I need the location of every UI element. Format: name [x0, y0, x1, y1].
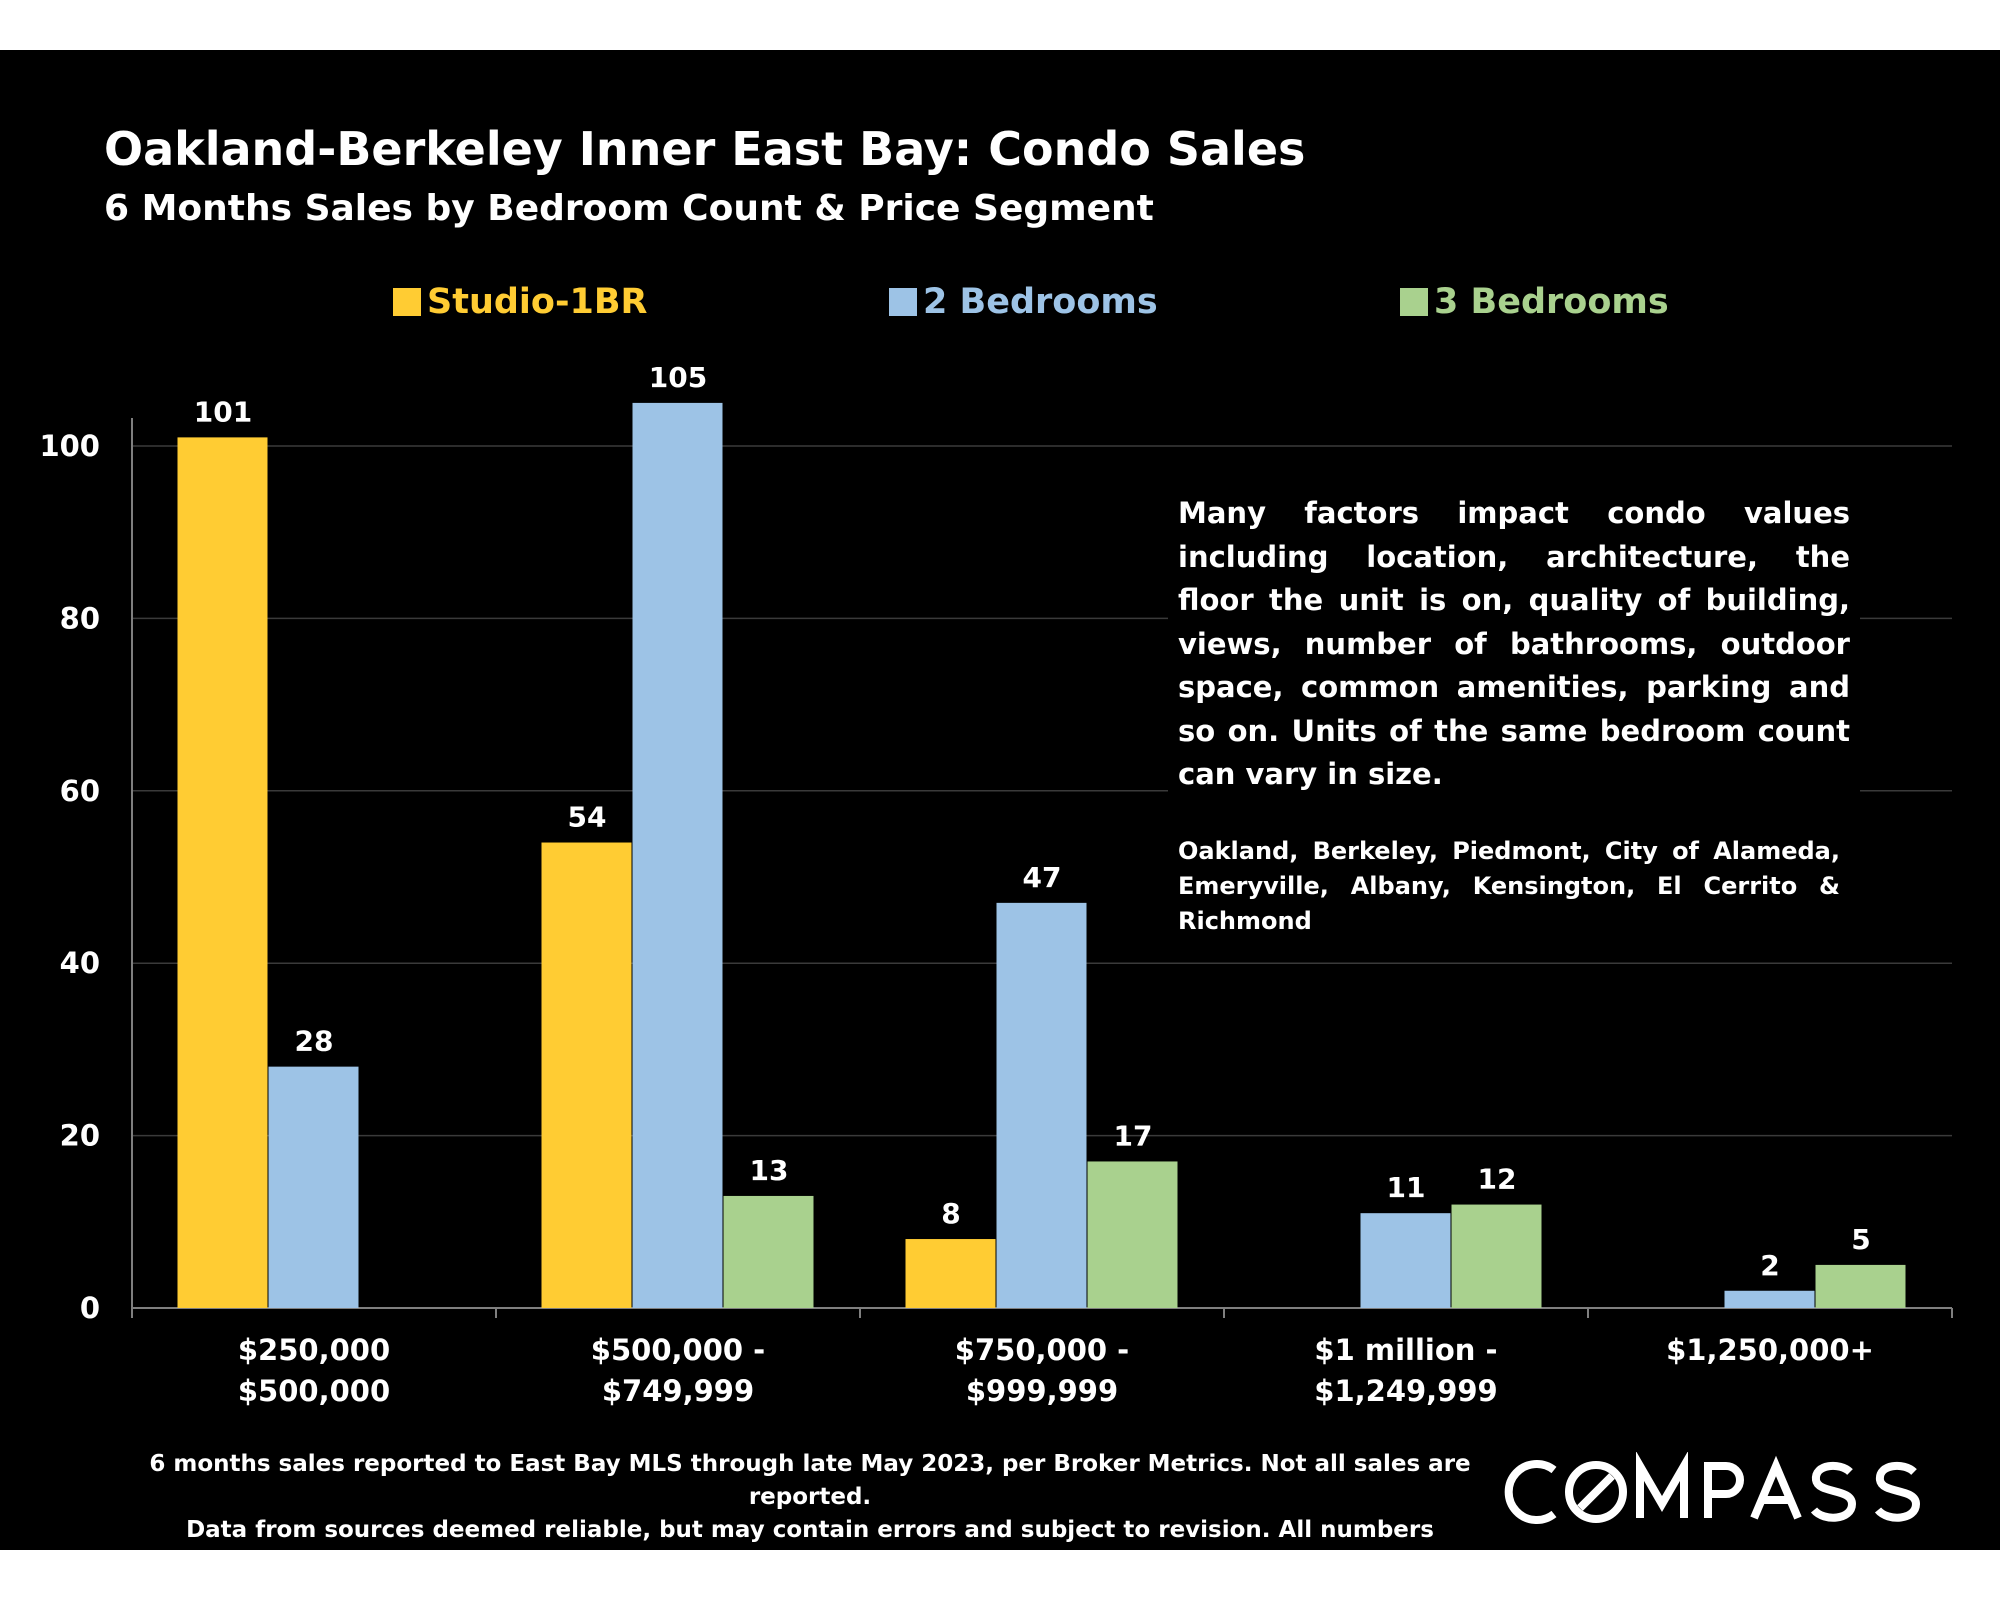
annotation-note: Many factors impact condo values includi… [1168, 486, 1860, 803]
data-label: 11 [1387, 1171, 1426, 1204]
slide: Oakland-Berkeley Inner East Bay: Condo S… [0, 50, 2000, 1576]
data-label: 17 [1114, 1119, 1153, 1152]
logo-letter-s2 [1874, 1461, 1921, 1522]
data-label: 28 [295, 1025, 334, 1058]
bar [1087, 1161, 1178, 1308]
footnote-line-2: Data from sources deemed reliable, but m… [186, 1517, 1434, 1576]
data-label: 13 [750, 1154, 789, 1187]
bar [1815, 1264, 1906, 1308]
data-label: 101 [194, 395, 252, 428]
x-tick-label: $500,000 - [591, 1333, 765, 1367]
data-label: 105 [649, 361, 707, 394]
legend-swatch-studio [393, 288, 421, 316]
y-tick-label: 40 [60, 946, 100, 980]
data-label: 47 [1023, 861, 1062, 894]
annotation-areas: Oakland, Berkeley, Piedmont, City of Ala… [1178, 837, 1840, 935]
data-label: 12 [1478, 1163, 1517, 1196]
logo-letter-c [1504, 1460, 1557, 1524]
bar [177, 437, 268, 1308]
y-tick-label: 60 [60, 774, 100, 808]
footnote: 6 months sales reported to East Bay MLS … [120, 1448, 1500, 1580]
logo-letter-m [1636, 1452, 1688, 1518]
compass-logo [1504, 1452, 1921, 1524]
x-tick-label: $749,999 [602, 1374, 754, 1408]
bar [632, 402, 723, 1308]
logo-letter-o [1565, 1461, 1627, 1523]
y-tick-label: 100 [39, 429, 100, 463]
bar [268, 1066, 359, 1308]
bar [1724, 1290, 1815, 1308]
x-tick-label: $1,250,000+ [1666, 1333, 1874, 1367]
logo-letter-p [1704, 1462, 1744, 1518]
logo-letter-a [1750, 1455, 1802, 1520]
legend: Studio-1BR 2 Bedrooms 3 Bedrooms [0, 282, 2000, 332]
legend-swatch-2br [889, 288, 917, 316]
x-tick-label: $500,000 [238, 1374, 390, 1408]
data-label: 5 [1851, 1223, 1870, 1256]
bar [541, 842, 632, 1308]
legend-item-3br: 3 Bedrooms [1400, 282, 1669, 322]
bar-chart: 020406080100$250,000$500,00010128$500,00… [39, 361, 1953, 1408]
logo-o-slash [1577, 1473, 1615, 1511]
chart-subtitle: 6 Months Sales by Bedroom Count & Price … [104, 188, 1154, 229]
legend-label-2br: 2 Bedrooms [923, 282, 1158, 322]
chart-title: Oakland-Berkeley Inner East Bay: Condo S… [104, 122, 1306, 176]
legend-item-studio: Studio-1BR [393, 282, 647, 322]
x-tick-label: $999,999 [966, 1374, 1118, 1408]
y-tick-label: 0 [80, 1291, 100, 1325]
legend-label-studio: Studio-1BR [427, 282, 648, 322]
data-label: 2 [1760, 1249, 1779, 1282]
legend-item-2br: 2 Bedrooms [889, 282, 1158, 322]
data-label: 8 [941, 1197, 960, 1230]
logo-letter-s1 [1810, 1461, 1857, 1522]
y-tick-label: 20 [60, 1119, 100, 1153]
footnote-line-1: 6 months sales reported to East Bay MLS … [149, 1451, 1471, 1510]
bar [905, 1239, 996, 1308]
bar [1360, 1213, 1451, 1308]
data-label: 54 [568, 801, 607, 834]
legend-label-3br: 3 Bedrooms [1434, 282, 1669, 322]
y-tick-label: 80 [60, 601, 100, 635]
legend-swatch-3br [1400, 288, 1428, 316]
bar [1451, 1204, 1542, 1308]
x-tick-label: $1,249,999 [1314, 1374, 1497, 1408]
x-tick-label: $1 million - [1314, 1333, 1497, 1367]
bar [723, 1195, 814, 1308]
x-tick-label: $250,000 [238, 1333, 390, 1367]
x-tick-label: $750,000 - [955, 1333, 1129, 1367]
bar [996, 902, 1087, 1308]
